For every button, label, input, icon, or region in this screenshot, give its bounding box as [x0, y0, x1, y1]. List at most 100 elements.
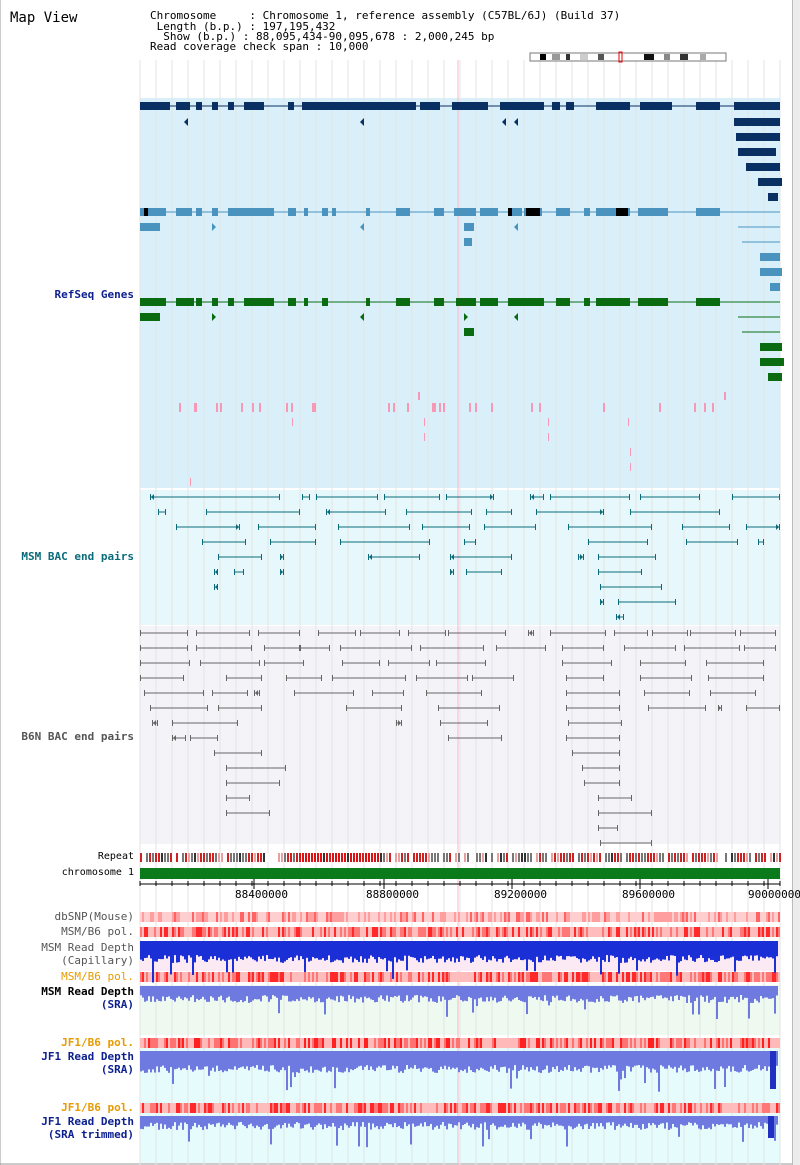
- jf1-b6-pol-2-heat-cell: [422, 1103, 424, 1113]
- jf1-b6-pol-2-heat-cell: [426, 1103, 428, 1113]
- msm-b6-pol-2-heat-cell: [284, 972, 286, 982]
- msm-depth-cap-bar: [162, 941, 164, 960]
- refseq-gene-navy-exon: [140, 102, 170, 110]
- msm-b6-pol-2-heat-cell: [514, 972, 516, 982]
- dbsnp-heat-cell: [458, 912, 460, 922]
- dbsnp-heat-cell: [204, 912, 206, 922]
- dbsnp-heat-cell: [150, 912, 152, 922]
- jf1-b6-pol-2-heat-cell: [706, 1103, 708, 1113]
- b6n-bac-end-mark: [140, 660, 141, 666]
- refseq-pink-mark: [724, 392, 726, 400]
- dbsnp-heat-cell: [156, 912, 158, 922]
- msm-b6-pol-heat-cell: [464, 927, 466, 937]
- msm-depth-cap-bar: [250, 941, 252, 958]
- jf1-depth-sra-bar: [348, 1051, 350, 1073]
- msm-depth-sra-bar: [724, 986, 726, 997]
- msm-depth-cap-bar: [356, 941, 358, 961]
- jf1-depth-trim-bar: [526, 1116, 528, 1130]
- jf1-depth-trim-bar: [374, 1116, 376, 1128]
- msm-depth-cap-bar: [682, 941, 684, 957]
- msm-bac-end-mark: [699, 494, 700, 500]
- msm-b6-pol-2-heat-cell: [164, 972, 166, 982]
- msm-depth-cap-bar: [402, 941, 404, 961]
- refseq-gene-green-exon: [584, 298, 590, 306]
- jf1-b6-pol-2-heat-cell: [340, 1103, 342, 1113]
- dbsnp-heat-cell: [748, 912, 750, 922]
- msm-depth-sra-bar: [696, 986, 698, 998]
- jf1-depth-sra-bar: [456, 1051, 458, 1068]
- msm-b6-pol-heat-cell: [480, 927, 482, 937]
- repeat-element: [338, 853, 340, 862]
- msm-b6-pol-heat-cell: [160, 927, 162, 937]
- msm-b6-pol-heat-cell: [766, 927, 768, 937]
- jf1-b6-pol-heat-cell: [658, 1038, 660, 1048]
- jf1-b6-pol-2-heat-cell: [770, 1103, 772, 1113]
- b6n-bac-end-mark: [614, 630, 615, 636]
- jf1-b6-pol-2-heat-cell: [374, 1103, 376, 1113]
- repeat-element: [647, 853, 649, 862]
- jf1-b6-pol-heat-cell: [684, 1038, 686, 1048]
- msm-b6-pol-heat-cell: [718, 927, 720, 937]
- msm-depth-cap-bar: [288, 941, 290, 959]
- jf1-depth-sra-bar: [212, 1051, 214, 1068]
- msm-b6-pol-heat-cell: [282, 927, 284, 937]
- msm-b6-pol-heat-cell: [192, 927, 194, 937]
- jf1-b6-pol-heat-cell: [460, 1038, 462, 1048]
- b6n-bac-end-mark: [217, 735, 218, 741]
- msm-b6-pol-2-heat-cell: [280, 972, 282, 982]
- jf1-depth-trim-bar: [396, 1116, 398, 1128]
- msm-b6-pol-heat-cell: [186, 927, 188, 937]
- msm-b6-pol-heat-cell: [500, 927, 502, 937]
- msm-depth-sra-bar: [540, 986, 542, 1001]
- msm-b6-pol-2-heat-cell: [160, 972, 162, 982]
- msm-b6-pol-heat-cell: [614, 927, 616, 937]
- msm-depth-sra-bar: [566, 986, 568, 997]
- jf1-depth-sra-bar: [664, 1051, 666, 1069]
- jf1-depth-sra-bar: [254, 1051, 256, 1068]
- jf1-depth-sra-bar: [532, 1051, 534, 1070]
- jf1-depth-trim-bar: [426, 1116, 428, 1127]
- jf1-depth-trim-bar: [334, 1116, 336, 1127]
- msm-depth-cap-bar: [440, 941, 442, 959]
- b6n-bac-end-mark: [416, 675, 417, 681]
- msm-depth-cap-bar: [276, 941, 278, 962]
- msm-depth-cap-bar: [508, 941, 510, 959]
- jf1-depth-sra-bar: [630, 1051, 632, 1072]
- repeat-element: [230, 853, 232, 862]
- msm-b6-pol-2-heat-cell: [336, 972, 338, 982]
- jf1-b6-pol-2-heat-cell: [256, 1103, 258, 1113]
- vertical-scrollbar[interactable]: [792, 0, 800, 1165]
- msm-b6-pol-2-heat-cell: [486, 972, 488, 982]
- jf1-b6-pol-heat-cell: [462, 1038, 464, 1048]
- msm-b6-pol-2-heat-cell: [530, 972, 532, 982]
- refseq-arrow: [360, 118, 364, 126]
- dbsnp-heat-cell: [262, 912, 264, 922]
- repeat-element: [704, 853, 706, 862]
- b6n-bac-end-mark: [617, 825, 618, 831]
- msm-depth-sra-bar: [602, 986, 604, 999]
- jf1-depth-trim-bar: [312, 1116, 314, 1130]
- msm-depth-sra-bar: [574, 986, 576, 1000]
- msm-depth-cap-bar: [714, 941, 716, 962]
- msm-depth-sra-bar: [262, 986, 264, 996]
- msm-depth-cap-bar: [510, 941, 512, 962]
- b6n-bac-end-mark: [299, 645, 300, 651]
- msm-depth-sra-bar: [648, 986, 650, 999]
- jf1-b6-pol-heat-cell: [198, 1038, 200, 1048]
- jf1-b6-pol-heat-cell: [454, 1038, 456, 1048]
- msm-depth-sra-bar: [196, 986, 198, 999]
- jf1-depth-sra-bar: [300, 1051, 302, 1069]
- msm-depth-cap-bar: [762, 941, 764, 958]
- jf1-depth-sra-bar: [638, 1051, 640, 1066]
- msm-b6-pol-2-heat-cell: [456, 972, 458, 982]
- jf1-depth-sra-bar: [262, 1051, 264, 1066]
- msm-b6-pol-heat-cell: [686, 927, 688, 937]
- repeat-element: [437, 853, 439, 862]
- msm-b6-pol-heat-cell: [558, 927, 560, 937]
- jf1-depth-trim-bar: [550, 1116, 552, 1128]
- repeat-element: [170, 853, 172, 862]
- jf1-b6-pol-heat-cell: [372, 1038, 374, 1048]
- jf1-b6-pol-2-heat-cell: [396, 1103, 398, 1113]
- msm-b6-pol-heat-cell: [174, 927, 176, 937]
- jf1-b6-pol-2-heat-cell: [204, 1103, 206, 1113]
